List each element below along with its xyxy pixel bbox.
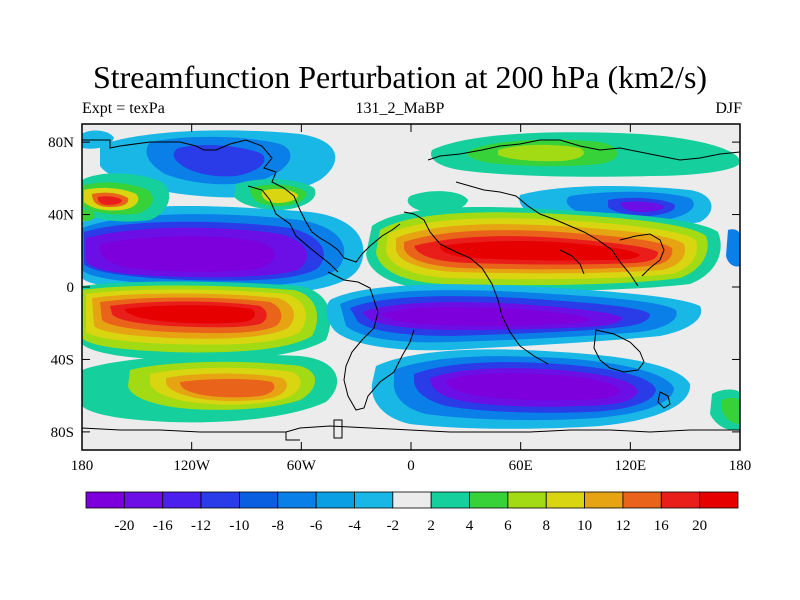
y-tick-label: 40N xyxy=(48,208,74,224)
x-tick-label: 120E xyxy=(614,458,646,474)
coastlines xyxy=(82,139,740,441)
colorbar-label: -16 xyxy=(153,518,173,534)
colorbar-label: -12 xyxy=(191,518,211,534)
colorbar-swatch xyxy=(354,491,394,509)
colorbar-label: -2 xyxy=(387,518,400,534)
y-tick-label: 40S xyxy=(51,352,74,368)
colorbar-label: 2 xyxy=(427,518,435,534)
colorbar-swatch xyxy=(507,491,547,509)
colorbar-label: -10 xyxy=(229,518,249,534)
season-label: DJF xyxy=(715,100,742,117)
x-axis: 180 120W 60W 0 60E 120E 180 xyxy=(71,124,752,474)
colorbar-swatch xyxy=(584,491,624,509)
experiment-label: Expt = texPa xyxy=(82,100,165,117)
x-tick-label: 60W xyxy=(287,458,317,474)
colorbar-swatch xyxy=(277,491,317,509)
page-title: Streamfunction Perturbation at 200 hPa (… xyxy=(92,59,708,95)
x-tick-label: 180 xyxy=(71,458,94,474)
colorbar-label: 8 xyxy=(542,518,550,534)
colorbar-swatch xyxy=(162,491,202,509)
colorbar-label: -4 xyxy=(348,518,361,534)
colorbar-swatch xyxy=(545,491,585,509)
case-label: 131_2_MaBP xyxy=(355,100,445,117)
colorbar-label: 10 xyxy=(577,518,592,534)
colorbar-swatch xyxy=(123,491,164,509)
colorbar-label: 4 xyxy=(466,518,474,534)
y-tick-label: 0 xyxy=(67,280,75,296)
x-tick-label: 180 xyxy=(729,458,752,474)
colorbar-label: 20 xyxy=(692,518,707,534)
colorbar-swatch xyxy=(85,491,125,509)
colorbar-swatch xyxy=(660,491,701,509)
y-axis: 80N 40N 0 40S 80S xyxy=(48,135,740,441)
x-tick-label: 0 xyxy=(407,458,415,474)
colorbar-label: 6 xyxy=(504,518,512,534)
colorbar-label: -20 xyxy=(114,518,134,534)
colorbar-label: -8 xyxy=(272,518,285,534)
colorbar-label: 12 xyxy=(615,518,630,534)
colorbar-swatch xyxy=(622,491,662,509)
x-tick-label: 120W xyxy=(173,458,211,474)
y-tick-label: 80S xyxy=(51,425,74,441)
colorbar-swatch xyxy=(469,491,509,509)
colorbar: -20 -16 -12 -10 -8 -6 -4 -2 2 4 6 8 10 12 16 20 xyxy=(85,491,739,534)
colorbar-swatch xyxy=(315,491,355,509)
colorbar-label: -6 xyxy=(310,518,323,534)
colorbar-swatch xyxy=(430,491,470,509)
y-tick-label: 80N xyxy=(48,135,74,151)
colorbar-swatch xyxy=(239,491,279,509)
colorbar-swatch xyxy=(392,491,432,509)
colorbar-label: 16 xyxy=(654,518,670,534)
x-tick-label: 60E xyxy=(509,458,533,474)
colorbar-swatch xyxy=(699,491,739,509)
contour-fill xyxy=(82,124,740,450)
colorbar-swatch xyxy=(200,491,240,509)
